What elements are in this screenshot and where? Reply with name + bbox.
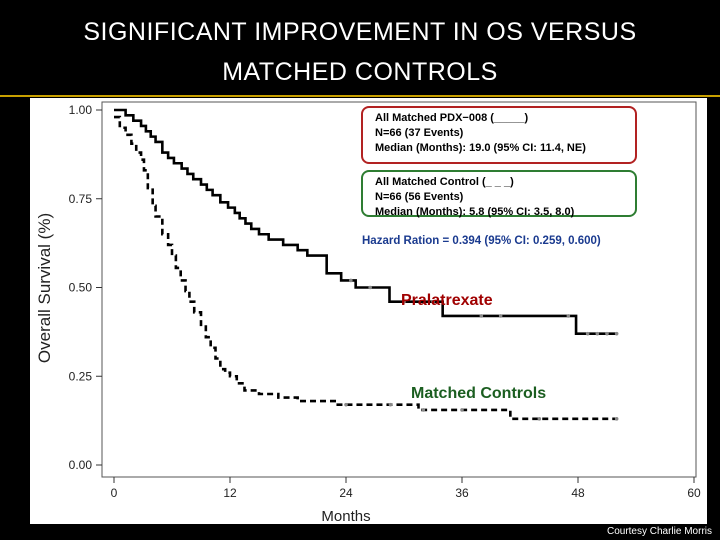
y-axis-label: Overall Survival (%): [35, 213, 54, 363]
x-tick-label: 24: [339, 486, 353, 500]
hazard-ratio-text: Hazard Ration = 0.394 (95% CI: 0.259, 0.…: [362, 235, 601, 247]
censor-mark: [605, 331, 609, 336]
x-tick-label: 0: [111, 486, 118, 500]
x-axis-label: Months: [321, 508, 370, 524]
legend-control: All Matched Control (_ _ _) N=66 (56 Eve…: [361, 170, 637, 218]
y-tick-label: 1.00: [69, 103, 93, 117]
x-tick-label: 48: [571, 486, 585, 500]
censor-mark: [349, 278, 353, 283]
y-tick-label: 0.25: [69, 369, 93, 383]
censor-mark: [460, 408, 464, 412]
courtesy-footer: Courtesy Charlie Morris: [606, 526, 712, 537]
legend-control-line3: Median (Months): 5.8 (95% CI: 3.5, 8.0): [375, 206, 575, 218]
matched-controls-label: Matched Controls: [411, 385, 547, 402]
legend-pdx: All Matched PDX−008 (_____) N=66 (37 Eve…: [361, 106, 637, 164]
plot-frame: [101, 101, 697, 478]
y-tick-label: 0.00: [69, 458, 93, 472]
censor-mark: [479, 314, 484, 318]
censor-mark: [585, 331, 590, 336]
censor-mark: [498, 314, 503, 318]
censor-mark: [344, 402, 348, 407]
legend-pdx-line1: All Matched PDX−008 (_____): [375, 112, 529, 124]
censor-mark: [431, 299, 435, 304]
x-tick-label: 60: [687, 486, 701, 500]
legend-pdx-line3: Median (Months): 19.0 (95% CI: 11.4, NE): [375, 142, 586, 154]
y-tick-label: 0.50: [69, 281, 93, 295]
slide-title-line2: MATCHED CONTROLS: [222, 58, 498, 86]
slide-title-line1: SIGNIFICANT IMPROVEMENT IN OS VERSUS: [83, 18, 637, 46]
x-tick-label: 12: [223, 486, 237, 500]
legend-pdx-line2: N=66 (37 Events): [375, 127, 464, 139]
censor-mark: [614, 417, 619, 421]
title-underline: [0, 95, 720, 97]
censor-mark: [368, 285, 372, 290]
censor-mark: [614, 331, 619, 336]
chart-series: [114, 108, 619, 421]
censor-mark: [537, 417, 542, 421]
censor-mark: [595, 331, 600, 336]
series-line-pdx: [114, 108, 617, 335]
censor-mark: [566, 314, 571, 318]
censor-mark: [402, 299, 406, 304]
pralatrexate-label: Pralatrexate: [401, 292, 493, 309]
censor-mark: [388, 402, 393, 407]
series-line-control: [114, 115, 617, 421]
y-tick-label: 0.75: [69, 192, 93, 206]
chart-panel: 0.00 0.25 0.50 0.75 1.00 0 12 24 36 48 60 Months Ove…: [30, 98, 707, 525]
x-tick-label: 36: [455, 486, 469, 500]
censor-mark: [421, 408, 426, 412]
legend-control-line1: All Matched Control (_ _ _): [375, 176, 514, 188]
survival-chart: 0.00 0.25 0.50 0.75 1.00 0 12 24 36 48 60 Months Ove…: [35, 101, 701, 525]
chart-axes: 0.00 0.25 0.50 0.75 1.00 0 12 24 36 48 60 Months Ove…: [35, 101, 701, 525]
legend-control-line2: N=66 (56 Events): [375, 191, 464, 203]
